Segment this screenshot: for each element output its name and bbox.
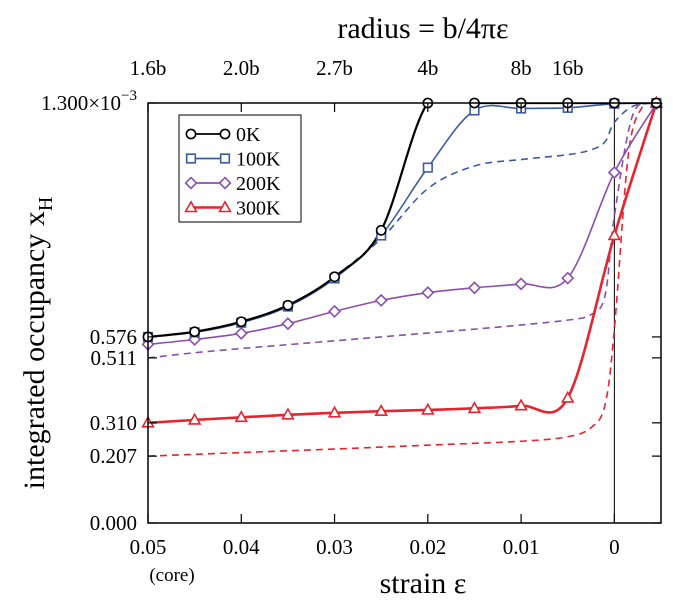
y-tick-label-text: 0.000 — [90, 511, 137, 535]
y-tick-label: 0.000 — [90, 511, 137, 535]
diamond-marker — [281, 317, 295, 331]
square-marker — [185, 153, 197, 164]
triangle-marker — [281, 407, 295, 420]
dashed-curve — [148, 103, 657, 457]
triangle-marker — [187, 412, 202, 425]
diamond-marker — [514, 277, 528, 291]
triangle-marker — [184, 200, 198, 213]
triangle-marker — [218, 200, 232, 213]
legend-label: 300K — [236, 198, 281, 220]
x-axis-label: strain ε — [380, 567, 467, 600]
diamond-marker — [607, 165, 621, 179]
circle-marker — [282, 299, 294, 311]
x2-tick-label: 4b — [417, 56, 438, 80]
dashed-curve — [148, 103, 657, 359]
triangle-marker — [560, 390, 575, 403]
diamond-marker — [467, 281, 481, 295]
circle-marker — [235, 316, 247, 328]
dashed-curve — [334, 103, 657, 278]
square-marker — [422, 162, 433, 173]
diamond-marker — [234, 326, 248, 340]
y-tick-label-text: 0.310 — [90, 411, 137, 435]
circle-marker — [329, 271, 340, 283]
triangle-marker — [421, 402, 435, 415]
x-tick-label: 0.04 — [223, 535, 260, 559]
triangle-marker — [514, 398, 528, 411]
y-tick-label: 1.300×10−3 — [41, 88, 137, 115]
x-tick-label: 0.01 — [503, 535, 540, 559]
diamond-marker — [328, 304, 342, 318]
y-tick-label-text: 0.207 — [90, 444, 137, 468]
triangle-marker — [374, 403, 388, 417]
diamond-marker — [184, 176, 198, 190]
triangle-marker — [327, 405, 342, 418]
x2-tick-label: 16b — [552, 56, 584, 80]
y-tick-label-text: 0.576 — [90, 325, 137, 349]
y-tick-label: 0.310 — [90, 411, 137, 435]
y-tick-label-text: 0.511 — [91, 346, 137, 370]
legend-box — [178, 114, 302, 223]
y-axis-label: integrated occupancy xH — [18, 197, 57, 490]
circle-marker — [375, 224, 387, 236]
legend-label: 0K — [236, 124, 261, 146]
y-axis-label-subscript: H — [35, 197, 57, 211]
y-tick-label-exponent: −3 — [121, 88, 137, 104]
plot-frame — [147, 102, 662, 524]
x-tick-label: 0.03 — [316, 535, 353, 559]
y-tick-label-text: 1.300×10 — [41, 91, 121, 115]
x2-tick-label: 8b — [511, 56, 532, 80]
legend-label: 100K — [236, 149, 281, 171]
circle-marker — [185, 128, 197, 140]
diamond-marker — [218, 176, 232, 190]
circle-marker — [189, 326, 201, 338]
x2-tick-label: 1.6b — [130, 56, 167, 80]
x-tick-label: 0.05 — [130, 535, 167, 559]
y-tick-label: 0.207 — [90, 444, 137, 468]
y-tick-label: 0.511 — [91, 346, 137, 370]
x2-tick-label: 2.7b — [316, 56, 353, 80]
legend-label: 200K — [236, 173, 281, 195]
x-tick-note: (core) — [149, 565, 194, 586]
x-tick-label: 0.02 — [409, 535, 446, 559]
y-tick-label: 0.576 — [90, 325, 137, 349]
diamond-marker — [421, 286, 435, 300]
diamond-marker — [561, 271, 575, 285]
x2-tick-label: 2.0b — [223, 56, 260, 80]
diamond-marker — [188, 332, 202, 347]
y-axis-label-main: integrated occupancy x — [18, 211, 51, 489]
triangle-marker — [234, 410, 249, 423]
x-tick-label: 0 — [609, 535, 620, 559]
square-marker — [219, 153, 231, 164]
x2-axis-label: radius = b/4πε — [337, 12, 508, 45]
triangle-marker — [607, 228, 622, 241]
triangle-marker — [467, 401, 482, 414]
diamond-marker — [374, 293, 388, 307]
ticks-layer: 0.05 0.04 0.03 0.02 0.01 0 1.6b 2.0b 2.7b 4b 8b 16b… — [41, 56, 661, 559]
circle-marker — [219, 128, 231, 140]
